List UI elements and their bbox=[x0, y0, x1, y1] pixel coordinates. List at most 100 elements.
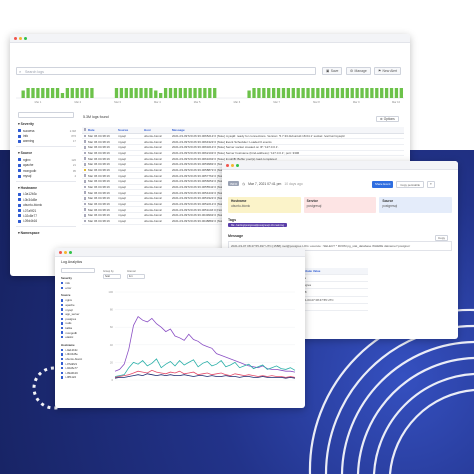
checkbox-icon[interactable] bbox=[18, 174, 21, 178]
row-checkbox[interactable] bbox=[82, 157, 88, 160]
facet-item[interactable]: i-07a9f21 bbox=[61, 361, 99, 366]
maximize-dot-icon[interactable] bbox=[69, 251, 72, 254]
row-checkbox[interactable] bbox=[82, 145, 88, 149]
column-host[interactable]: Host bbox=[144, 127, 151, 132]
facet-section-title[interactable]: Source bbox=[61, 293, 71, 298]
histogram-bar[interactable] bbox=[65, 88, 70, 98]
histogram-bar[interactable] bbox=[154, 90, 158, 99]
copy-message-button[interactable]: Copy bbox=[435, 235, 449, 241]
histogram-bar[interactable] bbox=[355, 88, 359, 98]
checkbox-icon[interactable] bbox=[18, 158, 21, 162]
checkbox-icon[interactable] bbox=[61, 353, 64, 356]
histogram-bar[interactable] bbox=[267, 88, 271, 98]
row-checkbox[interactable] bbox=[82, 202, 88, 206]
minimize-dot-icon[interactable] bbox=[64, 251, 67, 254]
histogram-bar[interactable] bbox=[134, 88, 138, 98]
facet-item[interactable]: ubuntu-bionic bbox=[61, 357, 99, 362]
row-checkbox[interactable] bbox=[82, 134, 88, 138]
histogram-bar[interactable] bbox=[55, 88, 60, 98]
table-row[interactable]: Mar 06 04:38:16 mysql ubuntu-bionic 2021-03… bbox=[82, 139, 404, 145]
facet-item[interactable]: i-02c8e77 bbox=[61, 366, 99, 371]
facet-item[interactable]: ubuntu-bionic bbox=[18, 203, 76, 208]
histogram-bar[interactable] bbox=[335, 88, 340, 98]
facet-section-title[interactable]: ▾ Source bbox=[18, 151, 33, 156]
facet-item[interactable]: i-02c8e77 bbox=[18, 213, 76, 218]
new-alert-button[interactable]: ⚑ New Alert bbox=[374, 67, 402, 75]
histogram-bar[interactable] bbox=[178, 88, 182, 98]
histogram-bar[interactable] bbox=[188, 88, 192, 98]
histogram-bar[interactable] bbox=[340, 88, 345, 98]
checkbox-icon[interactable] bbox=[61, 326, 64, 330]
row-checkbox[interactable] bbox=[82, 185, 88, 189]
histogram-bar[interactable] bbox=[149, 88, 153, 98]
histogram-bar[interactable] bbox=[203, 88, 207, 98]
facet-item[interactable]: i-0a12b3c bbox=[61, 348, 99, 353]
histogram-bar[interactable] bbox=[301, 88, 305, 98]
maximize-dot-icon[interactable] bbox=[24, 37, 27, 40]
facet-item[interactable]: i-07a9f21 bbox=[18, 208, 76, 213]
histogram-bar[interactable] bbox=[70, 88, 74, 98]
histogram-bar[interactable] bbox=[321, 88, 325, 98]
facet-item[interactable]: success 2.9M bbox=[18, 128, 76, 133]
series-line[interactable] bbox=[114, 373, 296, 379]
row-checkbox[interactable] bbox=[82, 219, 88, 223]
checkbox-icon[interactable] bbox=[61, 336, 64, 339]
checkbox-icon[interactable] bbox=[18, 214, 21, 218]
histogram-bar[interactable] bbox=[399, 88, 403, 98]
expand-button[interactable]: » bbox=[426, 181, 435, 188]
checkbox-icon[interactable] bbox=[18, 163, 21, 167]
histogram-bar[interactable] bbox=[394, 88, 399, 98]
facet-item[interactable]: mongodb bbox=[61, 330, 99, 335]
checkbox-icon[interactable] bbox=[61, 313, 64, 316]
checkbox-icon[interactable] bbox=[61, 303, 64, 307]
facet-item[interactable]: mongodb 95 bbox=[18, 168, 76, 173]
facet-item[interactable]: i-09d4b16 bbox=[18, 219, 76, 224]
attr-value-header[interactable]: Attribute Value bbox=[300, 269, 321, 273]
options-button[interactable]: ⚙ Options bbox=[376, 116, 399, 122]
histogram-bar[interactable] bbox=[326, 88, 330, 98]
histogram-bar[interactable] bbox=[350, 88, 354, 98]
checkbox-icon[interactable] bbox=[61, 308, 64, 311]
checkbox-icon[interactable] bbox=[61, 357, 64, 361]
histogram-bar[interactable] bbox=[159, 93, 163, 98]
histogram-bar[interactable] bbox=[306, 88, 310, 98]
histogram-bar[interactable] bbox=[85, 88, 89, 98]
checkbox-icon[interactable] bbox=[61, 299, 64, 302]
facet-item[interactable]: mysql bbox=[61, 307, 99, 312]
close-dot-icon[interactable] bbox=[14, 37, 17, 40]
minimize-dot-icon[interactable] bbox=[19, 37, 22, 40]
histogram-bar[interactable] bbox=[60, 93, 65, 98]
row-checkbox[interactable] bbox=[82, 174, 88, 177]
row-checkbox[interactable] bbox=[82, 151, 88, 155]
histogram-bar[interactable] bbox=[46, 88, 50, 98]
checkbox-icon[interactable] bbox=[61, 376, 64, 379]
close-dot-icon[interactable] bbox=[226, 164, 229, 167]
manage-button[interactable]: ⚙ Manage bbox=[346, 67, 371, 75]
histogram-bar[interactable] bbox=[144, 88, 148, 98]
series-line[interactable] bbox=[114, 369, 296, 378]
facet-item[interactable]: redis bbox=[61, 321, 99, 326]
facet-search-input[interactable] bbox=[18, 112, 74, 118]
histogram-bar[interactable] bbox=[90, 88, 94, 98]
histogram-bar[interactable] bbox=[311, 88, 315, 98]
checkbox-icon[interactable] bbox=[61, 317, 64, 321]
histogram-bar[interactable] bbox=[389, 88, 394, 98]
row-checkbox[interactable] bbox=[82, 140, 88, 143]
table-row[interactable]: Mar 06 04:38:16 mysql ubuntu-bionic 2021-03… bbox=[82, 134, 404, 140]
checkbox-icon[interactable] bbox=[18, 169, 21, 173]
histogram-bar[interactable] bbox=[21, 90, 25, 99]
histogram-bar[interactable] bbox=[360, 88, 364, 98]
analytics-search-input[interactable] bbox=[61, 268, 95, 273]
checkbox-icon[interactable] bbox=[18, 129, 21, 133]
histogram-bar[interactable] bbox=[370, 88, 374, 98]
minimize-dot-icon[interactable] bbox=[231, 164, 234, 167]
histogram-bar[interactable] bbox=[41, 88, 45, 98]
facet-item[interactable]: info bbox=[61, 281, 99, 286]
histogram-bar[interactable] bbox=[198, 88, 202, 98]
close-dot-icon[interactable] bbox=[59, 251, 62, 254]
histogram-bar[interactable] bbox=[380, 88, 384, 98]
row-checkbox[interactable] bbox=[82, 180, 88, 183]
facet-item[interactable]: i-09d4b16 bbox=[61, 371, 99, 376]
histogram-bar[interactable] bbox=[262, 88, 266, 98]
row-checkbox[interactable] bbox=[82, 191, 88, 195]
